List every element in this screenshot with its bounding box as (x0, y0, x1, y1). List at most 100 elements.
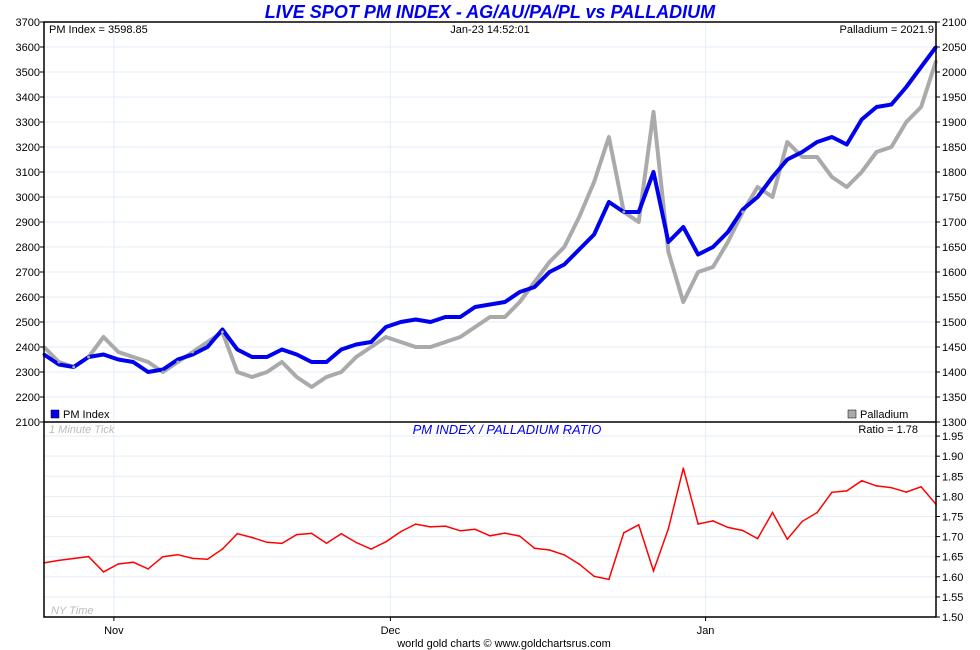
legend-swatch-palladium (847, 409, 857, 419)
palladium-point (503, 315, 507, 319)
ratio-axis-tick-label: 1.60 (942, 572, 963, 584)
palladium-point (250, 375, 254, 379)
pm-index-point (220, 328, 224, 331)
pm-index-point (830, 135, 834, 139)
pm-index-point (800, 150, 804, 154)
palladium-point (904, 120, 908, 124)
pm-index-point (146, 370, 150, 374)
legend-palladium: Palladium (860, 409, 908, 421)
palladium-point (458, 335, 462, 339)
right-axis-tick-label: 1950 (942, 92, 966, 104)
ratio-axis-tick-label: 1.80 (942, 491, 963, 503)
legend-swatch-pm-index (50, 409, 60, 419)
ratio-point (518, 535, 521, 537)
pm-index-point (265, 355, 269, 359)
ratio-point (920, 485, 922, 488)
ratio-point (623, 532, 625, 534)
palladium-point (399, 340, 403, 344)
pm-index-point (756, 195, 760, 199)
pm-index-point (637, 210, 641, 214)
right-axis-tick-label: 1700 (942, 217, 966, 229)
palladium-point (741, 210, 745, 214)
pm-index-point (875, 105, 879, 109)
pm-index-point (116, 358, 120, 361)
right-axis-tick-label: 2100 (942, 17, 966, 29)
palladium-point (191, 350, 195, 354)
pm-index-point (161, 368, 165, 371)
right-axis-tick-label: 1650 (942, 242, 966, 254)
ratio-point (177, 553, 179, 556)
palladium-point (161, 370, 165, 374)
palladium-point (815, 155, 819, 159)
right-axis-tick-label: 1900 (942, 117, 966, 129)
ratio-point (474, 528, 476, 531)
legend-pm-index: PM Index (63, 409, 110, 421)
palladium-point (562, 245, 566, 249)
ratio-point (206, 558, 209, 560)
pm-index-point (785, 158, 789, 161)
ratio-point (533, 547, 536, 550)
palladium-point (310, 385, 314, 389)
ratio-point (236, 532, 239, 535)
palladium-point (176, 360, 180, 364)
palladium-point (607, 135, 611, 139)
ratio-point (489, 534, 491, 537)
palladium-point (830, 175, 834, 179)
ratio-point (58, 559, 60, 562)
pm-index-point (711, 245, 715, 249)
pm-index-point (235, 348, 239, 351)
palladium-point (295, 375, 299, 379)
ratio-point (875, 485, 878, 487)
palladium-point (547, 260, 551, 264)
ratio-point (147, 568, 149, 570)
pm-index-point (473, 305, 477, 309)
palladium-point (384, 335, 388, 339)
ratio-axis-tick-label: 1.50 (942, 612, 963, 624)
pm-index-point (681, 225, 685, 229)
left-axis-tick-label: 2100 (16, 417, 40, 429)
tick-interval-label: 1 Minute Tick (49, 424, 115, 436)
ratio-point (682, 467, 685, 469)
palladium-point (756, 185, 760, 189)
palladium-point (800, 155, 804, 159)
pm-index-point (101, 353, 105, 356)
palladium-point (57, 360, 61, 364)
left-axis-tick-label: 3000 (16, 192, 40, 204)
footer-credit: world gold charts © www.goldchartsrus.co… (396, 638, 611, 650)
palladium-point (622, 210, 626, 214)
ratio-point (727, 526, 729, 529)
x-axis-tick-label: Jan (697, 625, 715, 637)
pm-index-point (280, 348, 284, 351)
ratio-point (355, 541, 358, 544)
ratio-axis-tick-label: 1.90 (942, 451, 963, 463)
pm-index-point (310, 360, 314, 364)
right-axis-tick-label: 1350 (942, 392, 966, 404)
palladium-point (860, 170, 864, 174)
ratio-point (652, 570, 655, 572)
palladium-point (711, 265, 715, 269)
palladium-point (785, 140, 789, 144)
palladium-point (666, 250, 670, 254)
palladium-point (339, 370, 343, 374)
right-axis-tick-label: 2000 (942, 67, 966, 79)
pm-index-point (919, 65, 923, 69)
palladium-point (101, 335, 105, 339)
ratio-point (281, 542, 283, 545)
ratio-point (400, 530, 402, 533)
left-axis-tick-label: 3300 (16, 117, 40, 129)
pm-index-point (414, 318, 418, 321)
pm-index-point (339, 348, 343, 351)
palladium-point (577, 215, 581, 219)
pm-index-point (607, 200, 611, 204)
pm-index-point (845, 143, 849, 146)
pm-index-point (429, 320, 433, 324)
ratio-point (905, 491, 908, 493)
palladium-point (72, 365, 76, 369)
ratio-point (429, 526, 432, 528)
ratio-point (132, 561, 134, 563)
palladium-point (637, 220, 641, 224)
palladium-point (87, 355, 91, 359)
ratio-point (667, 527, 670, 530)
left-axis-tick-label: 3100 (16, 167, 40, 179)
palladium-point (533, 280, 537, 284)
